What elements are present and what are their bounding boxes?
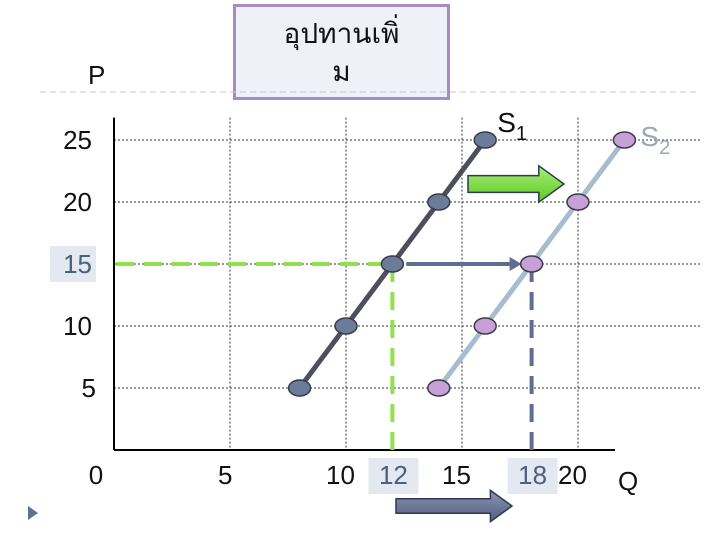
title-line-2: ม	[332, 55, 351, 88]
slide-bullet-icon	[28, 506, 38, 520]
shift-arrows	[395, 164, 566, 524]
point-s1-4	[473, 131, 497, 149]
guide-lines	[116, 257, 534, 488]
y-tick-label-10: 10	[63, 311, 92, 341]
point-s1-0	[287, 379, 312, 397]
x-tick-label-10: 10	[326, 460, 355, 490]
x-tick-label-12: 12	[379, 460, 408, 490]
tick-labels: P Q 5 10 15 20 25 0 5 10 15 20 12 18	[50, 60, 638, 496]
y-tick-label-15: 15	[63, 249, 92, 279]
point-s2-4	[612, 131, 637, 149]
point-s2-2	[519, 255, 544, 273]
curve-label-s2: S2	[640, 121, 670, 159]
y-tick-label-5: 5	[82, 373, 96, 403]
curve-label-s1: S1	[497, 107, 527, 145]
point-s2-0	[427, 379, 451, 397]
point-s2-3	[566, 193, 590, 211]
y-tick-label-20: 20	[63, 187, 92, 217]
price-shift-arrow-head	[509, 257, 522, 271]
y-axis-label: P	[88, 60, 105, 90]
quantity-shift-arrow-icon	[395, 488, 514, 524]
x-axis-label: Q	[618, 466, 638, 496]
x-tick-label-20: 20	[558, 460, 587, 490]
supply-shift-arrow-icon	[467, 164, 566, 204]
point-s2-1	[473, 317, 497, 335]
title-box: อุปทานเพิ่ ม	[233, 4, 450, 100]
supply-curves: S1 S2	[287, 107, 670, 397]
x-tick-label-5: 5	[218, 460, 232, 490]
grid	[114, 117, 700, 450]
x-tick-label-0: 0	[89, 460, 103, 490]
y-tick-label-25: 25	[63, 125, 92, 155]
point-s1-2	[380, 255, 405, 273]
x-tick-highlight-bg-18	[507, 458, 558, 494]
y-tick-highlight-bg	[50, 246, 96, 282]
title-line-1: อุปทานเพิ่	[283, 17, 400, 50]
x-tick-label-18: 18	[518, 460, 547, 490]
x-tick-label-15: 15	[442, 460, 471, 490]
point-s1-1	[334, 317, 358, 335]
point-s1-3	[427, 193, 451, 211]
x-tick-highlight-bg-12	[368, 458, 419, 494]
